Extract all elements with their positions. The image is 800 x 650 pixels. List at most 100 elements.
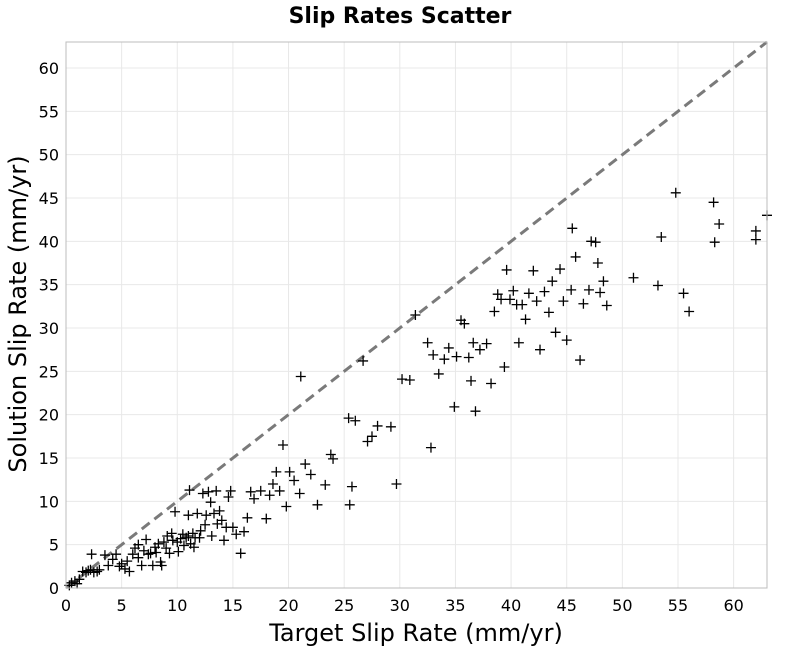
data-point [601, 300, 612, 311]
data-point [595, 287, 606, 298]
data-point [92, 566, 103, 577]
data-point [410, 310, 421, 320]
data-point [750, 225, 761, 236]
x-tick-label: 35 [445, 596, 465, 615]
data-point [178, 540, 189, 551]
x-tick-labels: 0 5 10 15 20 25 30 35 40 45 50 55 60 [61, 596, 744, 615]
data-point [439, 354, 450, 365]
data-point [708, 197, 719, 208]
data-point [192, 508, 203, 519]
chart-title: Slip Rates Scatter [289, 4, 512, 29]
data-point [194, 532, 205, 543]
data-point [119, 563, 130, 574]
y-tick-label: 0 [49, 579, 59, 598]
y-tick-label: 35 [39, 276, 59, 295]
data-point [195, 525, 206, 536]
x-tick-label: 15 [223, 596, 243, 615]
data-point [492, 289, 503, 300]
data-point [750, 234, 761, 245]
data-point [225, 485, 236, 496]
x-tick-label: 25 [334, 596, 354, 615]
data-point [201, 510, 212, 521]
data-point [449, 401, 460, 412]
data-point [114, 561, 125, 572]
data-point [219, 535, 230, 546]
data-point [74, 574, 85, 585]
y-tick-label: 20 [39, 406, 59, 425]
x-tick-label: 30 [390, 596, 410, 615]
data-point [517, 299, 528, 310]
data-point [508, 285, 519, 296]
data-point [86, 549, 97, 560]
y-tick-label: 15 [39, 449, 59, 468]
data-point [136, 560, 147, 571]
y-tick-labels: 0 5 10 15 20 25 30 35 40 45 50 55 60 [39, 59, 59, 598]
data-point [425, 442, 436, 453]
x-axis-label: Target Slip Rate (mm/yr) [268, 619, 563, 647]
data-point [166, 528, 177, 539]
data-point [504, 294, 515, 305]
data-point [543, 307, 554, 318]
data-point [583, 284, 594, 295]
y-tick-label: 50 [39, 146, 59, 165]
data-point [575, 355, 586, 366]
data-point [69, 576, 80, 587]
data-point [433, 368, 444, 379]
data-point [468, 337, 479, 348]
data-point [249, 493, 260, 504]
data-point [547, 276, 558, 287]
x-tick-label: 10 [167, 596, 187, 615]
data-point [281, 501, 292, 512]
data-point [535, 344, 546, 355]
data-point [116, 558, 127, 569]
data-point [346, 481, 357, 492]
data-point [592, 258, 603, 268]
y-tick-label: 5 [49, 536, 59, 555]
data-point [227, 522, 238, 533]
x-tick-label: 40 [501, 596, 521, 615]
data-point [264, 490, 275, 501]
data-point [481, 338, 492, 349]
data-point [83, 565, 94, 576]
data-point [344, 499, 355, 510]
data-point [200, 519, 211, 530]
data-point [558, 296, 569, 307]
data-point [372, 420, 383, 431]
data-point [133, 539, 144, 550]
data-point [133, 552, 144, 563]
data-point [153, 538, 164, 549]
data-point [466, 375, 477, 386]
data-point [397, 374, 408, 385]
data-point [167, 535, 178, 546]
data-point [404, 375, 415, 385]
data-point [561, 335, 572, 346]
data-point [245, 486, 256, 497]
data-point [350, 415, 361, 426]
data-point [325, 449, 336, 460]
data-point [320, 479, 331, 490]
data-point [391, 479, 402, 489]
data-point [235, 548, 246, 559]
data-point [628, 272, 639, 283]
data-point [205, 497, 216, 508]
data-point [99, 550, 110, 561]
data-point [184, 485, 195, 496]
data-point [486, 378, 497, 389]
data-point [489, 306, 500, 317]
y-tick-label: 55 [39, 102, 59, 121]
data-point [277, 440, 288, 450]
data-point [151, 547, 162, 558]
data-point [127, 549, 138, 560]
data-point [94, 564, 105, 575]
data-point [162, 531, 173, 541]
data-point [295, 371, 306, 382]
data-point [255, 485, 266, 496]
data-point [183, 510, 194, 521]
x-tick-label: 55 [668, 596, 688, 615]
data-point [141, 534, 152, 545]
data-point [216, 515, 227, 526]
x-tick-label: 45 [557, 596, 577, 615]
data-point [267, 479, 278, 489]
data-point [242, 512, 253, 523]
data-point [578, 298, 589, 309]
